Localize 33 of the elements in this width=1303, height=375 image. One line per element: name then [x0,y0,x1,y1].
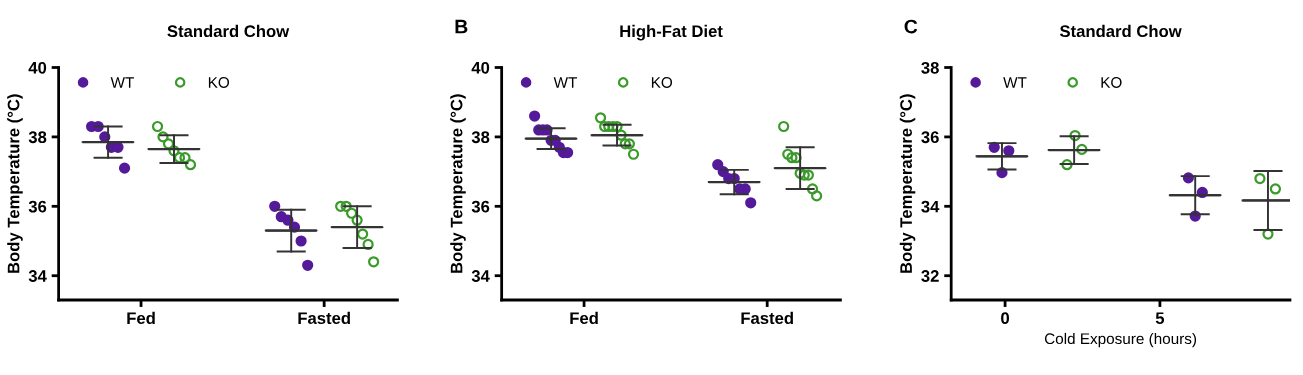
legend-label: WT [553,77,577,88]
y-tick-label: 32 [921,270,939,282]
legend-label: WT [110,77,134,88]
y-axis-title: Body Temperature (°C) [899,94,916,273]
x-tick-label: Fasted [298,311,350,325]
y-axis-title: Body Temperature (°C) [450,94,466,273]
text: B [455,19,468,34]
y-tick-label: 38 [921,61,939,74]
x-axis-title: Cold Exposure (hours) [1044,332,1197,348]
chart-title: Standard Chow [167,24,290,38]
legend-label: KO [208,77,230,88]
y-tick-label: 40 [471,61,490,74]
x-tick-label: 0 [1001,312,1010,325]
x-tick-label: Fed [127,311,155,325]
y-tick-label: 40 [28,61,47,74]
y-axis-title: Body Temperature (°C) [7,94,23,273]
x-tick-label: 5 [1155,312,1165,325]
y-tick-label: 36 [471,200,490,213]
legend-label: KO [651,77,673,88]
chart-title: High-Fat Diet [620,24,723,41]
y-tick-label: 34 [921,200,940,213]
text: C [904,19,918,34]
y-tick-label: 34 [28,270,47,282]
legend-label: KO [1101,77,1122,88]
y-tick-label: 36 [921,131,939,144]
x-tick-label: Fed [570,311,598,325]
y-tick-label: 36 [28,200,47,213]
y-tick-label: 38 [471,131,490,144]
y-tick-label: 38 [28,131,47,144]
y-tick-label: 34 [471,270,490,282]
x-tick-label: Fasted [741,311,793,325]
chart-title: Standard Chow [1059,24,1182,38]
legend-label: WT [1003,77,1027,88]
